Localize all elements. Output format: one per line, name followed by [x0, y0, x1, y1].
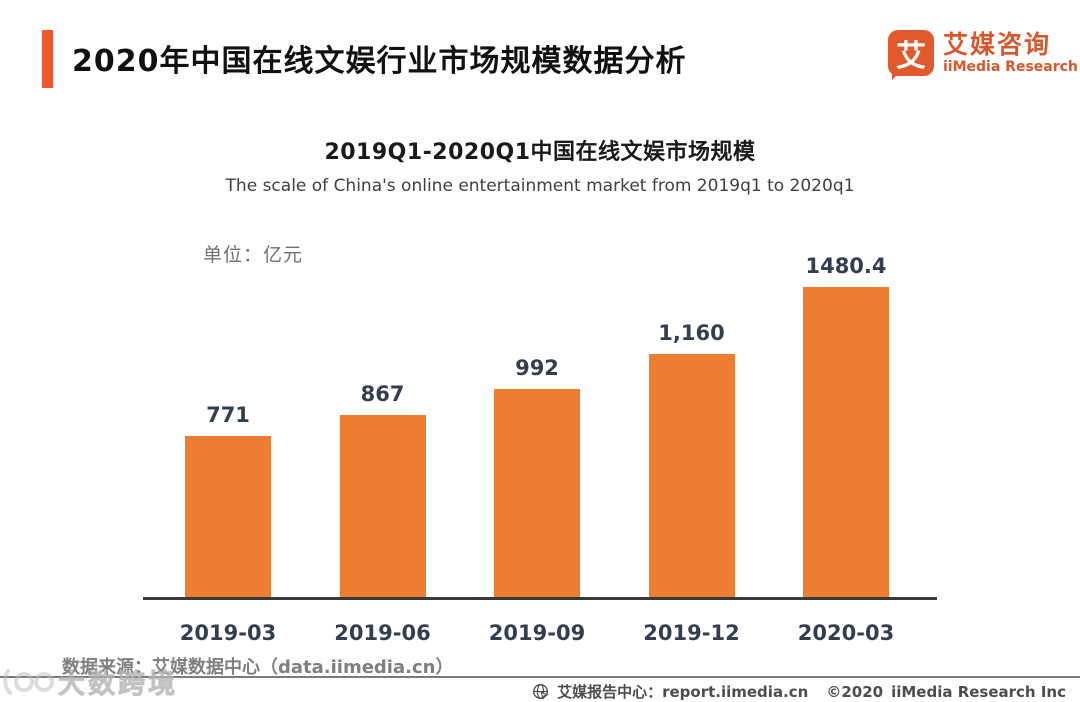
footer: 艾媒报告中心：report.iimedia.cn ©2020 iiMedia R… — [532, 681, 1066, 702]
page-title: 2020年中国在线文娱行业市场规模数据分析 — [72, 44, 687, 79]
bar-value-label: 1,160 — [658, 321, 725, 346]
bar — [339, 415, 426, 597]
chart-subtitle: The scale of China's online entertainmen… — [225, 176, 855, 196]
logo-name-en: iiMedia Research — [943, 58, 1078, 75]
watermark-logo-icon — [3, 668, 54, 695]
x-axis-label: 2019-03 — [179, 621, 277, 645]
iimedia-logo-text: 艾媒咨询 iiMedia Research — [943, 29, 1078, 75]
bar — [494, 389, 580, 597]
bar — [648, 354, 735, 597]
footer-report-center: 艾媒报告中心：report.iimedia.cn — [557, 683, 809, 701]
bar-value-label: 771 — [206, 402, 250, 427]
bar — [803, 287, 889, 597]
bar-value-label: 867 — [360, 382, 405, 407]
title-accent-bar — [42, 30, 53, 88]
globe-icon — [533, 684, 549, 700]
footer-company: iiMedia Research Inc — [891, 682, 1066, 701]
iimedia-logo: 艾 艾媒咨询 iiMedia Research — [888, 30, 1078, 76]
bar — [185, 435, 271, 597]
data-source: 数据来源：艾媒数据中心（data.iimedia.cn） — [62, 657, 454, 678]
iimedia-logo-icon: 艾 — [888, 30, 934, 76]
x-axis-row: 2019-03 2019-06 2019-09 2019-12 2020-03 — [143, 621, 937, 649]
plot-area: 771 867 992 1,160 1480.4 — [143, 254, 937, 600]
x-axis-label: 2020-03 — [797, 621, 895, 645]
x-axis-label: 2019-09 — [488, 621, 586, 645]
bar-value-label: 992 — [515, 356, 559, 381]
x-axis-label: 2019-12 — [643, 621, 740, 645]
unit-label: 单位：亿元 — [203, 244, 304, 266]
logo-name-cn: 艾媒咨询 — [943, 29, 1052, 59]
x-axis-label: 2019-06 — [334, 621, 431, 645]
chart-title: 2019Q1-2020Q1中国在线文娱市场规模 — [324, 140, 756, 165]
bar-value-label: 1480.4 — [805, 254, 887, 278]
footer-copyright: ©2020 — [826, 682, 884, 701]
footer-divider — [0, 676, 1080, 678]
